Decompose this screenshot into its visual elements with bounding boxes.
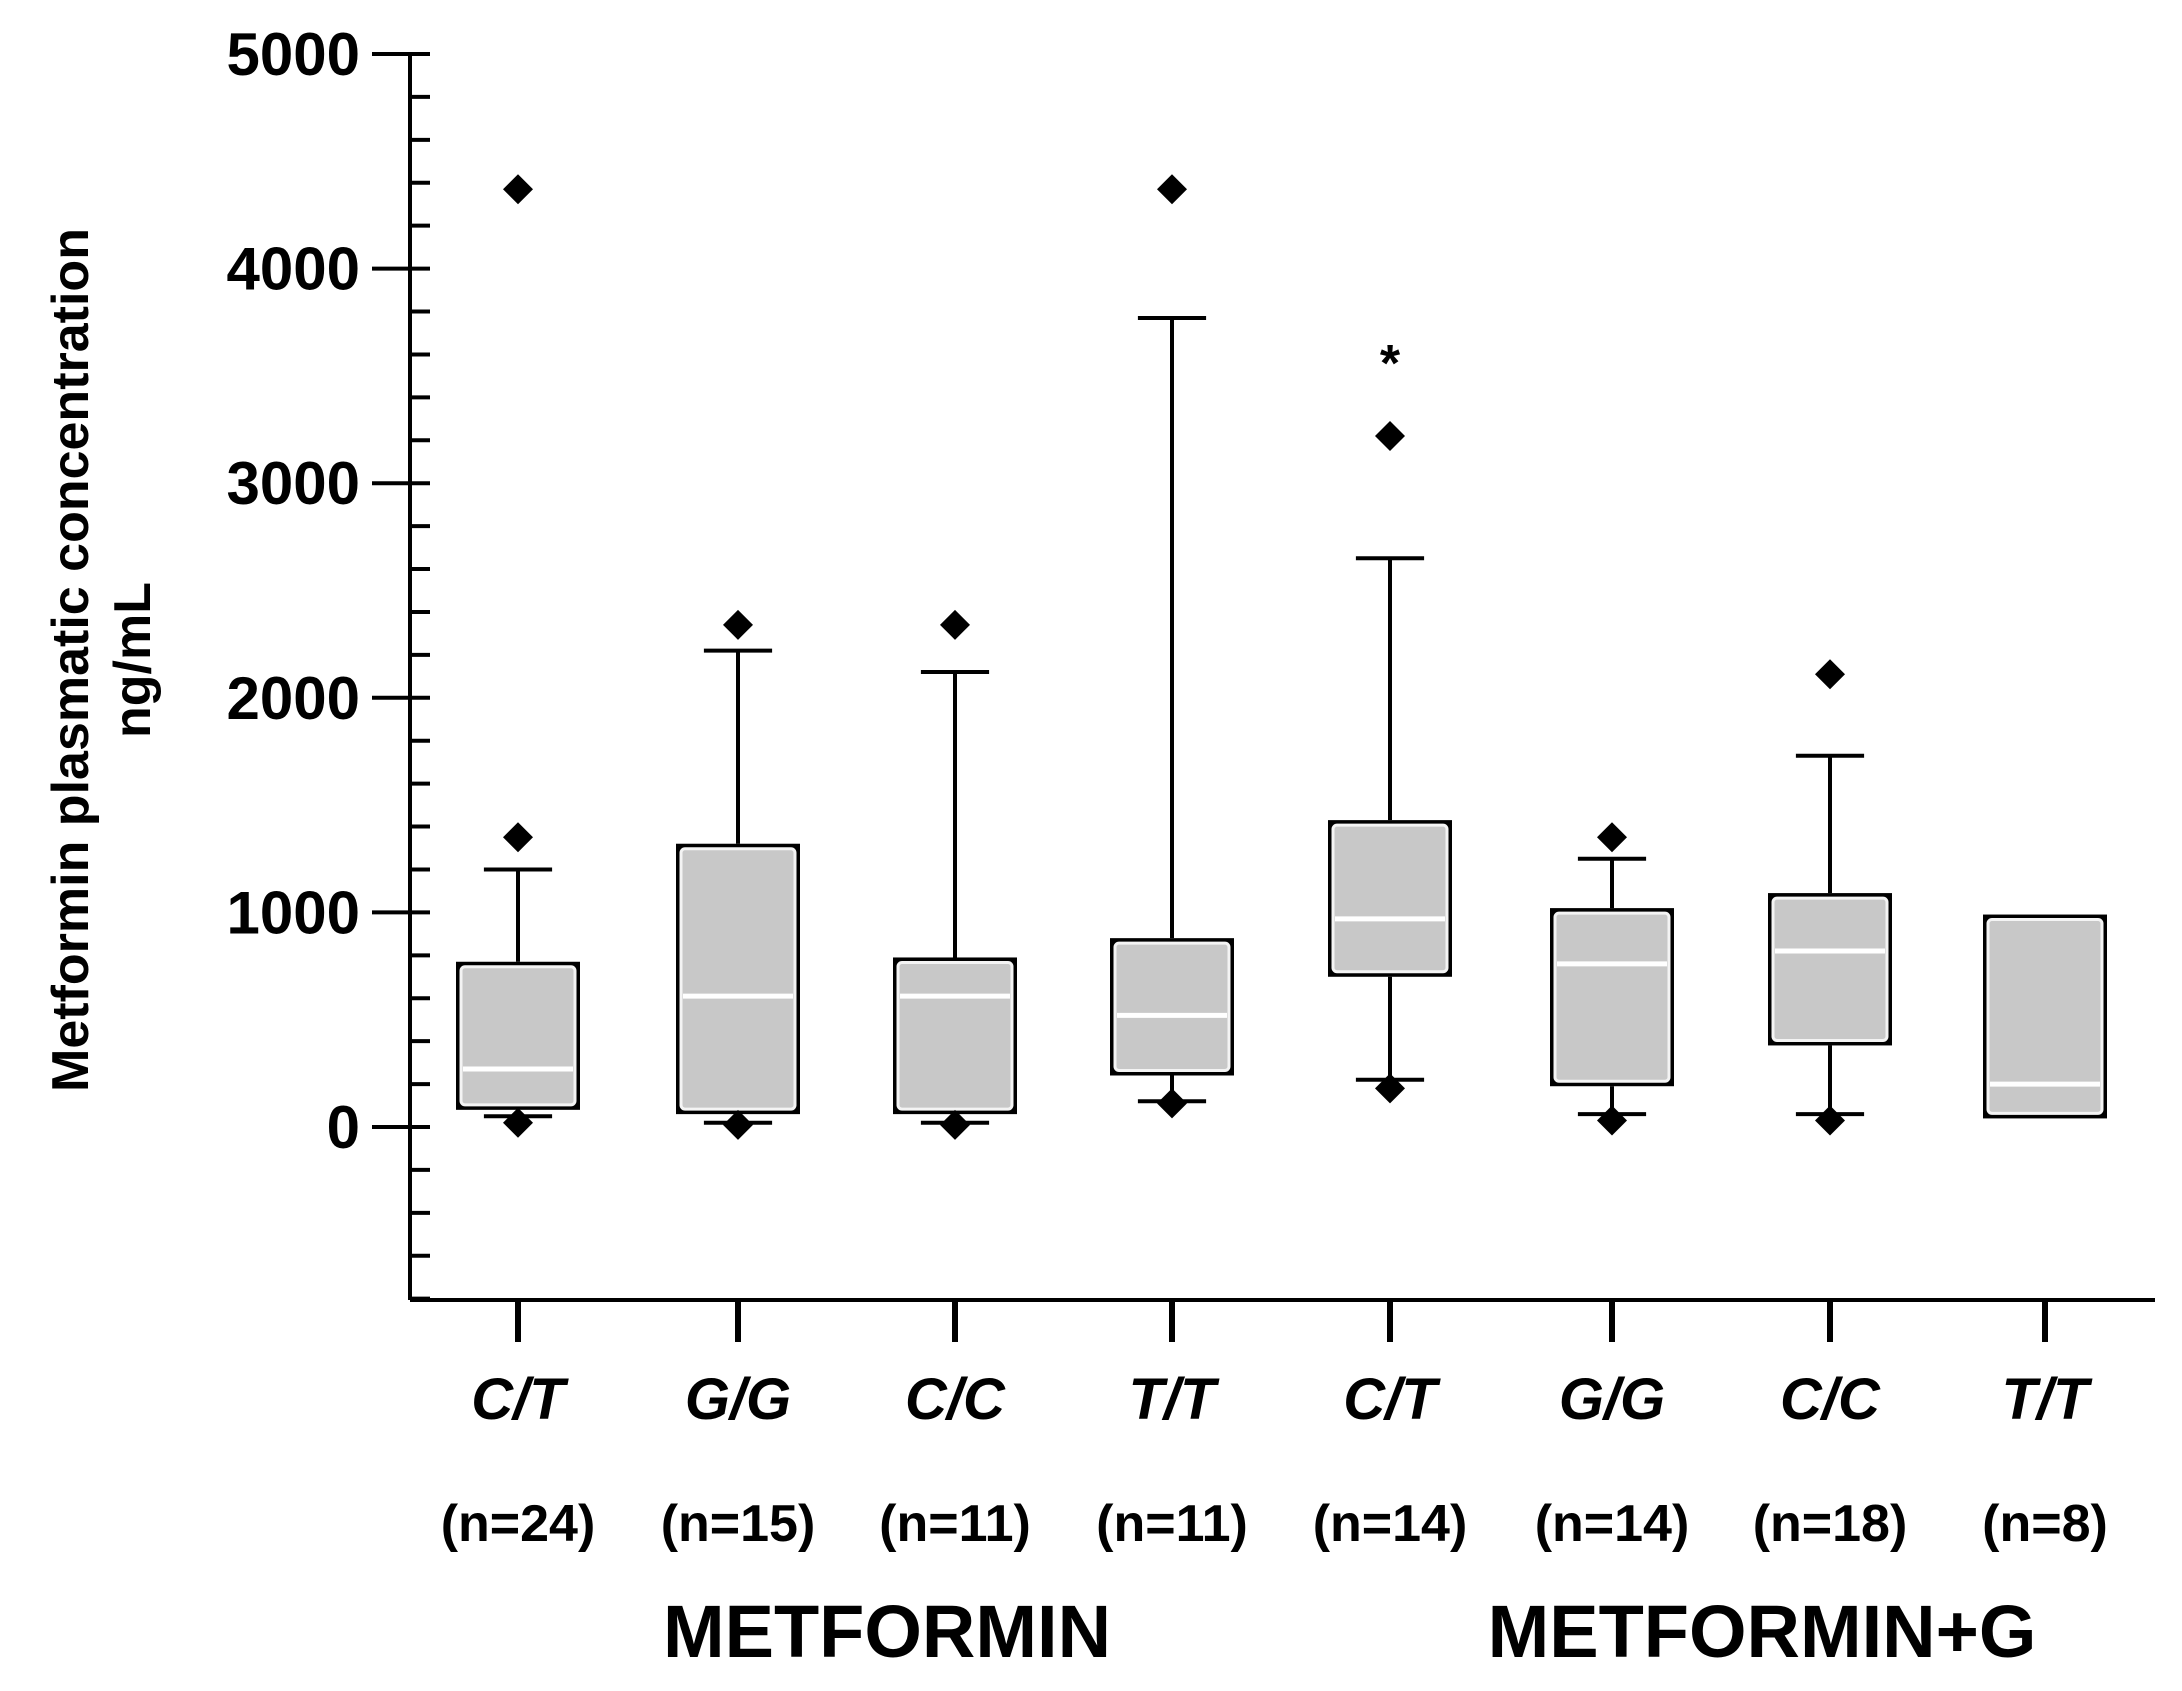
category-label: C/T [471,1367,569,1432]
sample-size-label: (n=11) [879,1495,1031,1553]
box-series: * [456,174,2107,1140]
outlier-point [1157,1088,1187,1119]
box-1 [456,174,580,1138]
group-label: METFORMIN [663,1590,1111,1673]
box-body [1113,941,1231,1072]
sample-size-label: (n=24) [441,1495,596,1553]
sample-size-label: (n=14) [1313,1495,1468,1553]
y-axis: 0 1000 2000 3000 4000 5000 [227,21,430,1301]
sample-size-label: (n=18) [1753,1495,1908,1553]
box-7 [1768,659,1892,1136]
outlier-point [1597,1105,1627,1136]
category-label: C/C [905,1367,1006,1432]
outlier-point [503,1107,533,1138]
sample-size-label: (n=8) [1982,1495,2108,1553]
outlier-point [1157,174,1187,205]
box-body [459,965,577,1107]
sample-size-label: (n=15) [661,1495,816,1553]
outlier-point [1815,1105,1845,1136]
y-tick-label: 0 [327,1094,360,1161]
significance-marker: * [1380,335,1401,393]
outlier-point [1375,420,1405,451]
box-body [896,960,1014,1111]
outlier-point [1375,1073,1405,1104]
outlier-point [940,609,970,640]
y-tick-label: 1000 [227,879,360,946]
category-label: G/G [685,1367,791,1432]
box-body [679,847,797,1111]
outlier-point [723,609,753,640]
box-2 [676,609,800,1140]
category-label: C/T [1343,1367,1441,1432]
group-labels: METFORMIN METFORMIN+G [663,1590,2036,1673]
group-label: METFORMIN+G [1488,1590,2037,1673]
box-3 [893,609,1017,1140]
sample-size-label: (n=11) [1096,1495,1248,1553]
sample-size-label: (n=14) [1535,1495,1690,1553]
outlier-point [503,174,533,205]
y-tick-label: 4000 [227,236,360,303]
outlier-point [1597,822,1627,853]
box-body [1986,918,2104,1115]
outlier-point [503,822,533,853]
outlier-point [723,1109,753,1140]
box-body [1331,823,1449,974]
box-4 [1110,174,1234,1119]
box-body [1553,911,1671,1083]
category-label: T/T [2002,1367,2094,1432]
box-5: * [1328,335,1452,1104]
outlier-point [1815,659,1845,690]
y-tick-label: 2000 [227,665,360,732]
y-axis-label-line-1: Metformin plasmatic concentration [42,228,100,1092]
x-axis [410,1298,2155,1342]
box-body [1771,896,1889,1042]
category-label: C/C [1780,1367,1881,1432]
y-axis-label-line-2: ng/mL [104,582,162,738]
category-label: T/T [1129,1367,1221,1432]
category-labels: C/T (n=24) G/G (n=15) C/C (n=11) T/T (n=11) C/T (… [441,1367,2108,1553]
y-tick-label: 3000 [227,450,360,517]
box-6 [1550,822,1674,1136]
y-tick-label: 5000 [227,21,360,88]
outlier-point [940,1109,970,1140]
box-8 [1983,914,2107,1119]
y-axis-label: Metformin plasmatic concentration ng/mL [42,228,162,1092]
category-label: G/G [1559,1367,1665,1432]
